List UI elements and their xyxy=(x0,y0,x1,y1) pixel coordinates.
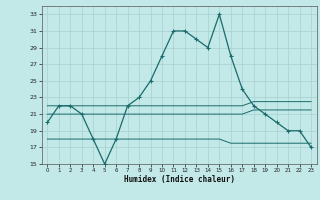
X-axis label: Humidex (Indice chaleur): Humidex (Indice chaleur) xyxy=(124,175,235,184)
